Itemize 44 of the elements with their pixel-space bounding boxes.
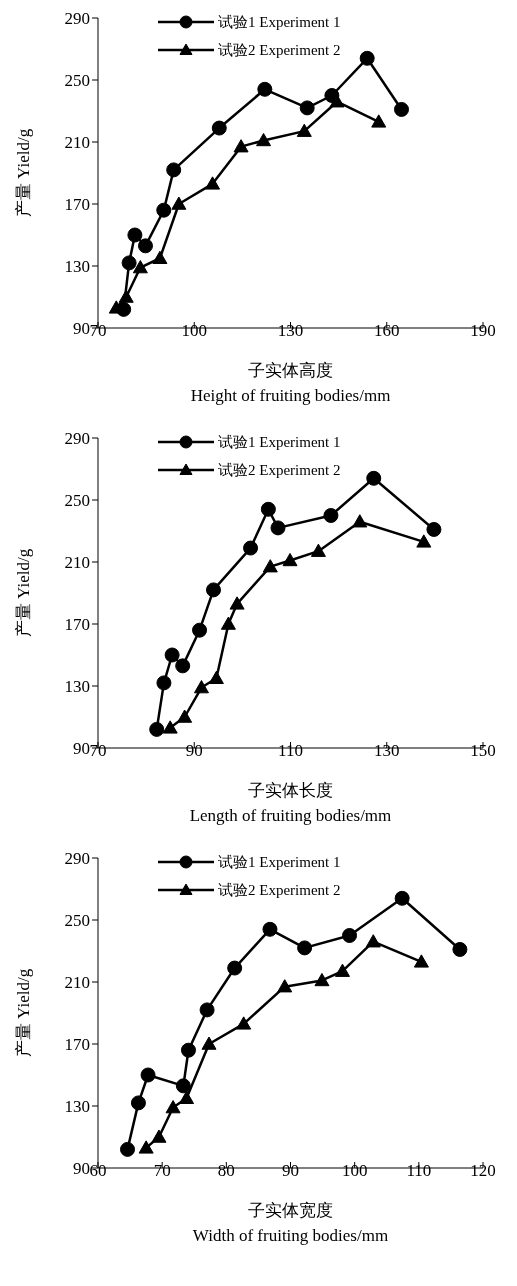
y-tick-label: 210 bbox=[64, 133, 90, 153]
x-tick-label: 110 bbox=[406, 1161, 432, 1181]
y-tick-label: 170 bbox=[64, 195, 90, 215]
y-tick-label: 290 bbox=[64, 9, 90, 29]
x-tick-label: 130 bbox=[374, 741, 400, 761]
x-tick-label: 190 bbox=[470, 321, 496, 341]
y-axis-title: 产量 Yield/g bbox=[14, 548, 34, 638]
x-axis-title: 子实体宽度 Width of fruiting bodies/mm bbox=[192, 1201, 389, 1245]
x-tick-label: 100 bbox=[341, 1161, 368, 1181]
x-tick-label: 160 bbox=[374, 321, 400, 341]
x-tick-label: 80 bbox=[217, 1161, 235, 1181]
y-tick-label: 130 bbox=[64, 677, 90, 697]
y-tick-label: 130 bbox=[64, 257, 90, 277]
y-tick-label: 170 bbox=[64, 615, 90, 635]
x-tick-label: 150 bbox=[470, 741, 496, 761]
y-tick-label: 130 bbox=[64, 1097, 90, 1117]
x-tick-label: 130 bbox=[277, 321, 304, 341]
x-tick-label: 120 bbox=[470, 1161, 496, 1181]
x-tick-label: 60 bbox=[89, 1161, 107, 1181]
y-tick-label: 250 bbox=[64, 71, 90, 91]
x-tick-label: 70 bbox=[153, 1161, 171, 1181]
x-tick-label: 90 bbox=[282, 1161, 299, 1181]
legend-label: 试验1 Experiment 1 bbox=[218, 12, 341, 32]
y-tick-label: 250 bbox=[64, 911, 90, 931]
y-tick-label: 250 bbox=[64, 491, 90, 511]
y-tick-label: 290 bbox=[64, 849, 90, 869]
x-tick-label: 110 bbox=[278, 741, 303, 761]
legend-label: 试验1 Experiment 1 bbox=[218, 852, 341, 872]
x-tick-label: 90 bbox=[185, 741, 203, 761]
y-axis-title: 产量 Yield/g bbox=[14, 128, 34, 218]
y-axis-title: 产量 Yield/g bbox=[14, 968, 34, 1058]
y-tick-label: 210 bbox=[64, 973, 90, 993]
x-tick-label: 100 bbox=[181, 321, 207, 341]
legend-label: 试验2 Experiment 2 bbox=[218, 40, 341, 60]
legend-label: 试验2 Experiment 2 bbox=[218, 460, 341, 480]
x-tick-label: 70 bbox=[89, 741, 107, 761]
x-axis-title: 子实体高度 Height of fruiting bodies/mm bbox=[190, 361, 391, 405]
y-tick-label: 290 bbox=[64, 429, 90, 449]
legend-label: 试验2 Experiment 2 bbox=[218, 880, 341, 900]
x-tick-label: 70 bbox=[89, 321, 107, 341]
y-tick-label: 170 bbox=[64, 1035, 90, 1055]
y-tick-label: 210 bbox=[64, 553, 90, 573]
legend-label: 试验1 Experiment 1 bbox=[218, 432, 341, 452]
x-axis-title: 子实体长度 Length of fruiting bodies/mm bbox=[189, 781, 392, 825]
